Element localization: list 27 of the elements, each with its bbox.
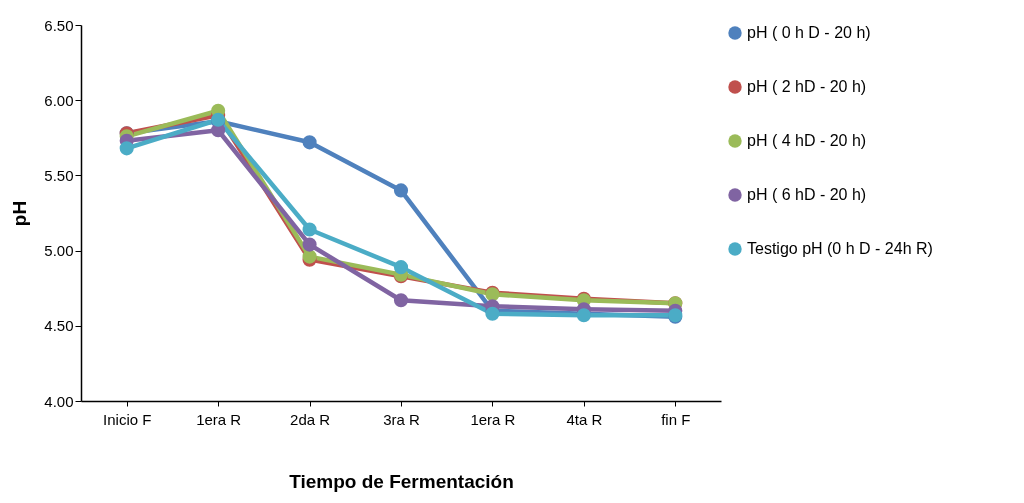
x-tick-label: 4ta R: [566, 410, 603, 428]
legend-label: pH ( 0 h D - 20 h): [747, 24, 871, 41]
point: [119, 141, 134, 156]
x-tick-label: 2da R: [290, 410, 331, 428]
point: [302, 237, 317, 252]
y-tick-label: 4.00: [44, 392, 74, 410]
point: [393, 183, 409, 198]
x-tick-label: 1era R: [470, 410, 516, 428]
y-axis-title: pH: [9, 200, 31, 227]
point: [302, 222, 317, 237]
legend-label: Testigo pH (0 h D - 24h R): [747, 240, 933, 257]
y-tick-label: 5.00: [44, 242, 74, 260]
point: [393, 260, 409, 275]
legend-label: pH ( 6 hD - 20 h): [747, 186, 867, 203]
x-tick-label: 3ra R: [383, 410, 420, 428]
y-tick-label: 6.50: [44, 16, 74, 34]
x-tick-label: Inicio F: [103, 410, 152, 428]
x-axis-title: Tiempo de Fermentación: [289, 470, 514, 492]
y-tick-label: 6.00: [44, 91, 74, 109]
point: [393, 293, 409, 308]
x-tick-label: fin F: [661, 410, 691, 428]
legend-label: pH ( 4 hD - 20 h): [747, 132, 867, 149]
x-tick-label: 1era R: [196, 410, 242, 428]
y-tick-label: 5.50: [44, 166, 74, 184]
point: [302, 135, 317, 150]
legend-label: pH ( 2 hD - 20 h): [747, 78, 867, 95]
y-tick-label: 4.50: [44, 317, 74, 335]
